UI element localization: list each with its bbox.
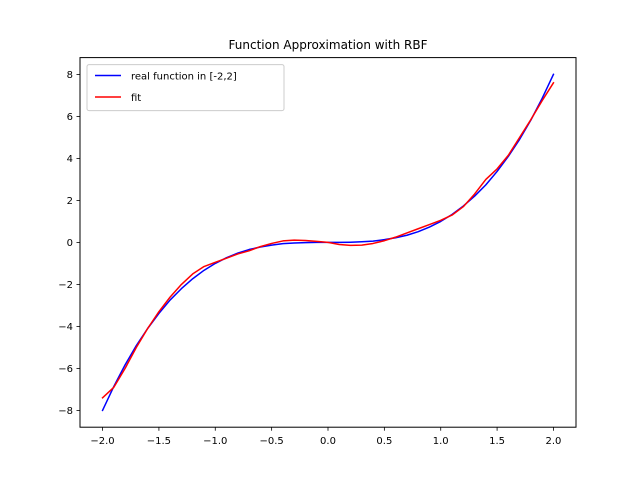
x-tick-label: 2.0	[546, 436, 562, 447]
x-tick-label: 1.0	[433, 436, 449, 447]
x-axis: −2.0 −1.5 −1.0 −0.5 0.0 0.5 1.0 1.5 2.0	[90, 427, 561, 447]
x-tick-label: 1.5	[489, 436, 505, 447]
x-tick-label: 0.5	[376, 436, 392, 447]
y-tick-label: −4	[58, 322, 73, 333]
legend-label-fit: fit	[131, 93, 141, 104]
y-tick-label: −8	[58, 406, 73, 417]
x-tick-label: 0.0	[320, 436, 336, 447]
legend: real function in [-2,2] fit	[86, 64, 285, 112]
x-tick-label: −0.5	[259, 436, 283, 447]
x-tick-label: −1.0	[203, 436, 227, 447]
legend-label-real-function: real function in [-2,2]	[131, 72, 237, 83]
y-tick-label: 4	[67, 154, 73, 165]
series-line-fit	[101, 81, 555, 399]
y-tick-label: 2	[67, 196, 73, 207]
y-tick-label: 8	[67, 70, 73, 81]
y-tick-label: 0	[67, 238, 73, 249]
y-tick-label: −2	[58, 280, 73, 291]
y-tick-label: 6	[67, 112, 73, 123]
chart-title: Function Approximation with RBF	[229, 38, 428, 52]
y-tick-label: −6	[58, 364, 73, 375]
y-axis: −8 −6 −4 −2 0 2 4 6 8	[58, 70, 80, 417]
legend-box	[86, 64, 285, 112]
x-tick-label: −2.0	[90, 436, 114, 447]
series-layer	[101, 73, 555, 412]
x-tick-label: −1.5	[147, 436, 171, 447]
